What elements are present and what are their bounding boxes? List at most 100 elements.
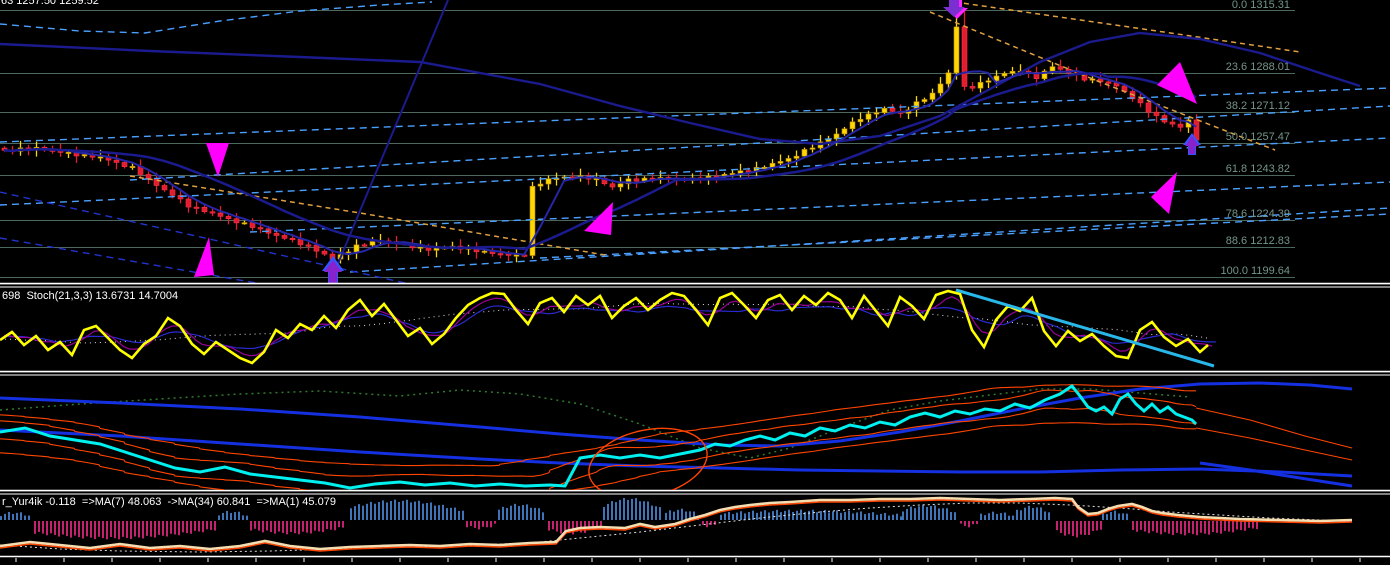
histogram-bar-down [710, 521, 712, 525]
bear-candle [289, 238, 296, 241]
histogram-bar-down [576, 521, 578, 532]
histogram-bar-down [960, 521, 962, 524]
histogram-bar-down [1256, 521, 1258, 530]
bull-candle [857, 119, 864, 123]
histogram-bar-down [302, 521, 304, 532]
histogram-bar-up [422, 503, 424, 520]
histogram-bar-up [984, 515, 986, 520]
pointer-arrow-down [1157, 62, 1197, 104]
histogram-bar-down [210, 521, 212, 530]
histogram-bar-down [968, 521, 970, 528]
histogram-bar-down [134, 521, 136, 537]
buy-arrow-violet-2 [1185, 136, 1199, 154]
histogram-bar-up [677, 509, 679, 520]
histogram-bar-up [685, 511, 687, 520]
histogram-bar-up [902, 511, 904, 520]
orange-dashed-trendline [929, 11, 1276, 151]
histogram-bar-up [8, 511, 10, 520]
histogram-bar-up [607, 503, 609, 520]
stochastic-panel[interactable] [0, 288, 1217, 368]
histogram-bar-down [254, 521, 256, 529]
histogram-bar-down [568, 521, 570, 534]
histogram-bar-down [286, 521, 288, 535]
bull-candle [993, 75, 1000, 82]
histogram-bar-down [102, 521, 104, 539]
histogram-bar-up [852, 513, 854, 520]
histogram-bar-up [20, 512, 22, 520]
blue-dashed-trendline [0, 87, 1390, 143]
histogram-bar-down [702, 521, 704, 525]
trend-indicator-panel[interactable] [0, 381, 1353, 508]
histogram-bar-up [518, 506, 520, 520]
histogram-bar-up [238, 511, 240, 520]
histogram-bar-up [382, 500, 384, 520]
histogram-bar-up [824, 509, 826, 520]
bear-candle [961, 26, 968, 87]
ohlc-readout: 63 1257.50 1259.52 [1, 0, 99, 7]
histogram-bar-up [378, 502, 380, 520]
histogram-bar-down [548, 521, 550, 531]
bear-candle [273, 232, 280, 236]
histogram-bar-down [1152, 521, 1154, 532]
histogram-bar-down [38, 521, 40, 532]
histogram-bar-down [1060, 521, 1062, 534]
histogram-bar-up [1012, 515, 1014, 520]
histogram-bar-up [760, 511, 762, 520]
histogram-bar-down [706, 521, 708, 528]
histogram-bar-up [934, 505, 936, 520]
histogram-bar-up [406, 499, 408, 520]
histogram-bar-up [820, 511, 822, 520]
histogram-bar-down [1080, 521, 1082, 535]
histogram-bar-up [506, 507, 508, 520]
histogram-bar-down [1192, 521, 1194, 535]
histogram-bar-up [884, 512, 886, 520]
time-axis[interactable] [15, 558, 1361, 562]
bear-candle [145, 174, 152, 179]
histogram-bar-up [816, 512, 818, 520]
histogram-bar-down [82, 521, 84, 539]
histogram-bar-up [530, 507, 532, 520]
histogram-bar-down [306, 521, 308, 533]
histogram-bar-up [900, 516, 902, 520]
histogram-bar-down [466, 521, 468, 528]
histogram-bar-down [1076, 521, 1078, 538]
histogram-bar-up [724, 513, 726, 520]
histogram-bar-up [446, 508, 448, 520]
histogram-bar-down [90, 521, 92, 538]
histogram-bar-up [643, 501, 645, 520]
histogram-bar-up [804, 512, 806, 520]
bull-candle [617, 183, 624, 188]
histogram-bar-down [1208, 521, 1210, 535]
bull-candle [65, 151, 72, 154]
histogram-bar-up [542, 512, 544, 520]
histogram-bar-up [954, 512, 956, 520]
bear-candle [1153, 111, 1160, 116]
histogram-bar-down [1144, 521, 1146, 532]
histogram-bar-down [318, 521, 320, 532]
bear-candle [257, 227, 264, 230]
histogram-bar-up [1008, 515, 1010, 520]
histogram-bar-down [1092, 521, 1094, 532]
histogram-bar-up [812, 509, 814, 520]
histogram-bar-up [776, 509, 778, 520]
histogram-bar-up [1024, 507, 1026, 520]
histogram-bar-up [681, 508, 683, 520]
histogram-bar-up [772, 511, 774, 520]
main-price-panel[interactable]: 0.0 1315.31 23.6 1288.01 38.2 1271.12 50.0 … [0, 0, 1390, 285]
fib-level-label: 38.2 1271.12 [1226, 100, 1290, 112]
histogram-bar-up [522, 504, 524, 520]
histogram-bar-down [1204, 521, 1206, 534]
histogram-bar-up [665, 512, 667, 520]
histogram-bar-up [764, 510, 766, 520]
histogram-bar-up [462, 510, 464, 520]
histogram-bar-up [926, 507, 928, 520]
histogram-bar-up [354, 506, 356, 520]
histogram-bar-down [486, 521, 488, 528]
histogram-bar-up [922, 504, 924, 520]
histogram-bar-up [418, 500, 420, 520]
momentum-panel[interactable] [0, 496, 1353, 553]
histogram-bar-down [150, 521, 152, 537]
histogram-bar-up [844, 511, 846, 520]
histogram-bar-up [732, 514, 734, 520]
